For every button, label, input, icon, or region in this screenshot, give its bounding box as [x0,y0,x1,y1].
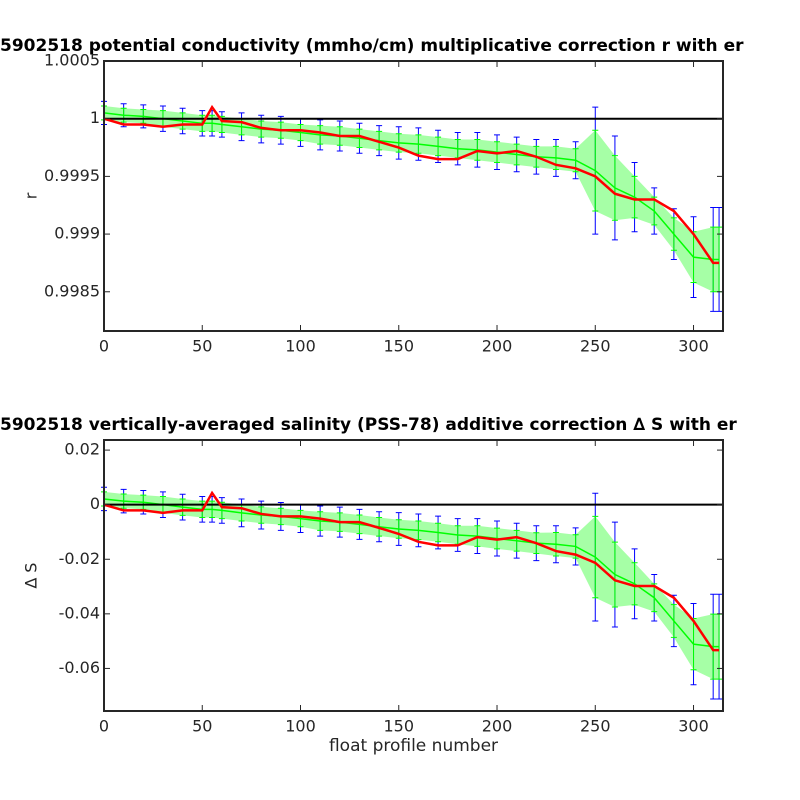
data-line [103,104,720,265]
y-tick-label: 0 [90,494,100,513]
fit-line [103,498,720,648]
x-tick-label: 50 [192,337,212,356]
x-tick-label: 100 [285,337,316,356]
subplot: 5902518 potential conductivity (mmho/cm)… [0,36,744,356]
x-tick-label: 250 [580,717,611,736]
axes-box [103,60,724,332]
y-axis-label: r [22,192,41,199]
x-tick-label: 150 [383,717,414,736]
y-tick-label: 0.999 [54,224,100,243]
plot-area [101,486,723,700]
fit-line [103,112,720,261]
x-tick-label: 300 [678,717,709,736]
error-band [104,106,720,292]
x-axis-label: float profile number [329,736,498,756]
chart-title: 5902518 potential conductivity (mmho/cm)… [0,36,744,56]
x-tick-label: 150 [383,337,414,356]
y-tick-label: -0.02 [59,549,100,568]
data-line [103,490,720,652]
chart-title: 5902518 vertically-averaged salinity (PS… [0,415,737,435]
y-axis-label: ∆ S [22,563,41,590]
y-tick-label: 0.9985 [44,281,100,300]
y-tick-label: 1 [90,108,100,127]
y-tick-label: 0.9995 [44,166,100,185]
y-tick-label: -0.04 [59,603,100,622]
x-tick-label: 50 [192,717,212,736]
subplot: 5902518 vertically-averaged salinity (PS… [0,415,737,756]
y-tick-label: 0.02 [64,440,100,459]
plot-area [101,100,723,312]
x-tick-label: 300 [678,337,709,356]
x-tick-label: 0 [99,337,109,356]
y-tick-label: -0.06 [59,658,100,677]
x-tick-label: 100 [285,717,316,736]
x-tick-label: 250 [580,337,611,356]
x-tick-label: 0 [99,717,109,736]
x-tick-label: 200 [482,717,513,736]
axes-box [103,439,724,712]
x-tick-label: 200 [482,337,513,356]
y-tick-label: 1.0005 [44,51,100,70]
error-band [104,491,720,680]
